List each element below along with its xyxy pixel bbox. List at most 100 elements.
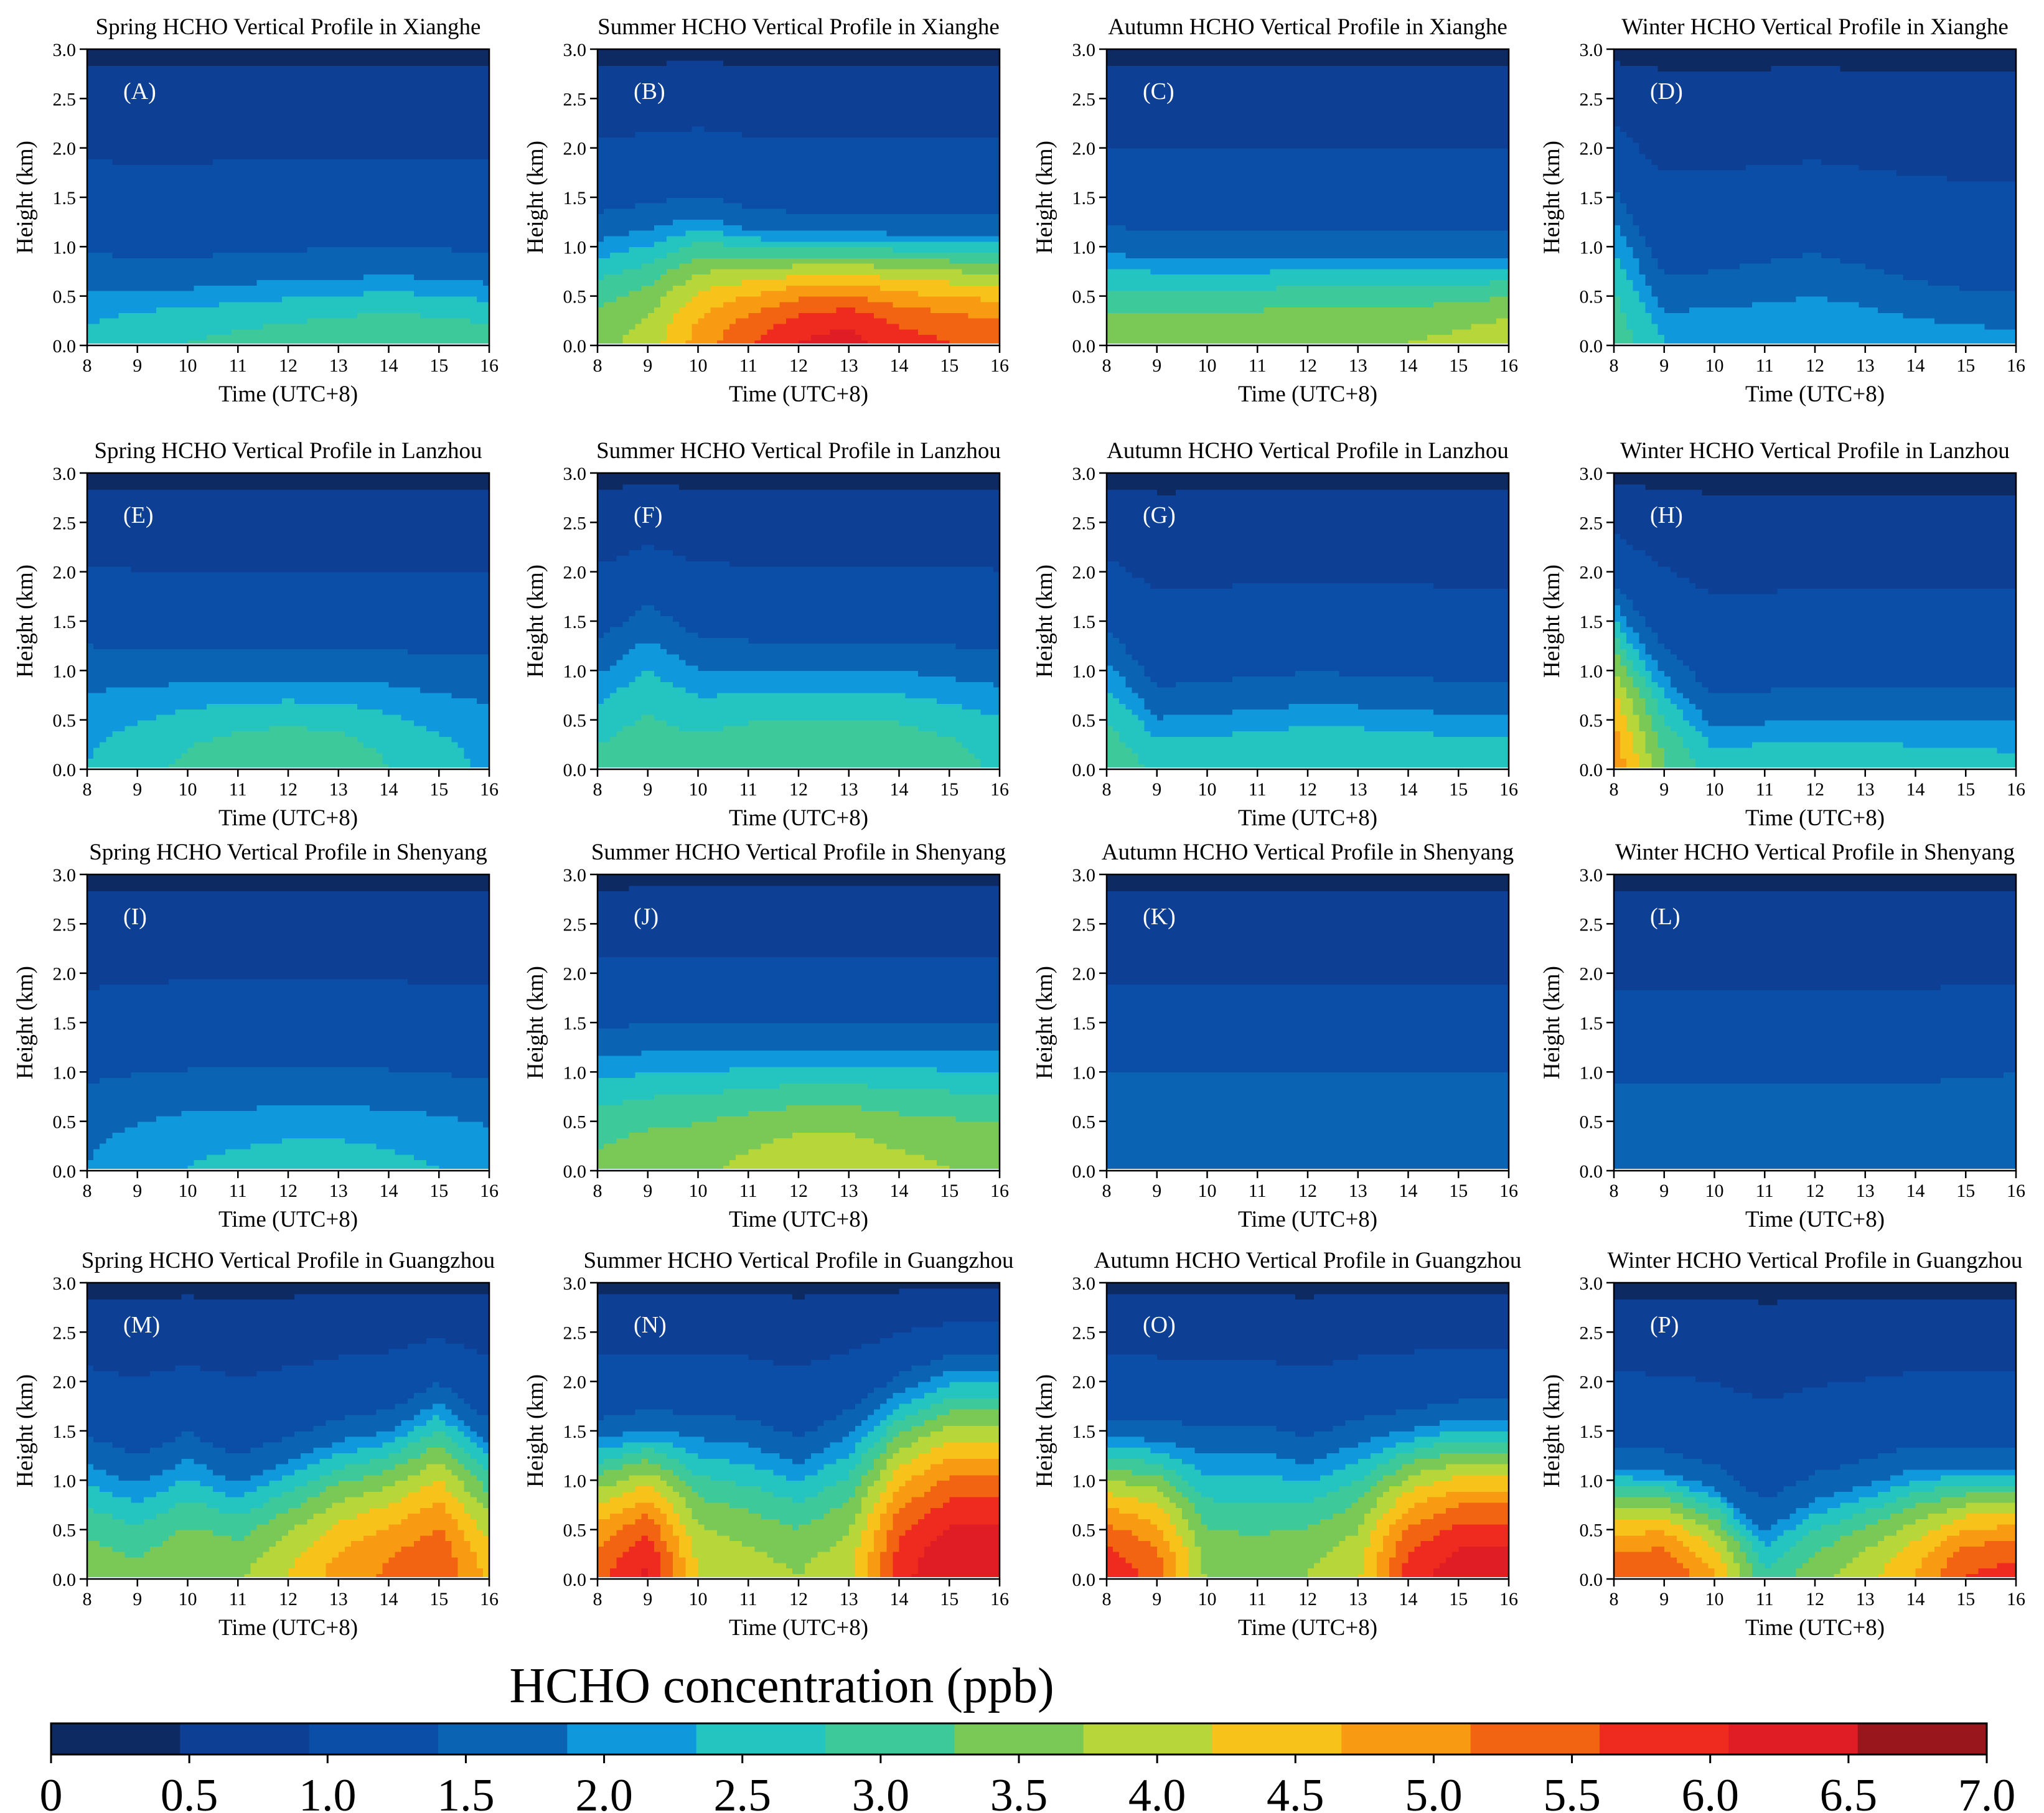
x-tick-label: 11 xyxy=(1756,355,1774,376)
x-tick-label: 13 xyxy=(1349,1589,1367,1609)
colorbar-swatch xyxy=(825,1723,955,1754)
x-tick-label: 8 xyxy=(1610,779,1619,800)
x-tick-label: 9 xyxy=(133,779,142,800)
y-tick-label: 2.0 xyxy=(1072,563,1096,583)
panel-title: Spring HCHO Vertical Profile in Xianghe xyxy=(96,14,481,40)
y-tick-label: 1.0 xyxy=(1580,661,1603,682)
x-tick-label: 10 xyxy=(1198,779,1217,800)
colorbar-swatch xyxy=(696,1723,826,1754)
x-tick-label: 11 xyxy=(1249,1589,1267,1609)
y-tick-label: 2.5 xyxy=(1072,89,1096,110)
y-tick-label: 0.0 xyxy=(1072,760,1096,780)
x-tick-label: 10 xyxy=(1198,1181,1217,1201)
x-tick-label: 11 xyxy=(229,1181,247,1201)
x-tick-label: 10 xyxy=(1198,355,1217,376)
y-tick-label: 0.0 xyxy=(563,1570,587,1590)
x-tick-label: 9 xyxy=(1659,1181,1669,1201)
x-tick-label: 8 xyxy=(83,1589,92,1609)
x-tick-label: 11 xyxy=(1756,1181,1774,1201)
y-tick-label: 3.0 xyxy=(1072,865,1096,886)
y-tick-label: 0.5 xyxy=(1580,1520,1603,1541)
x-tick-label: 16 xyxy=(480,779,499,800)
x-tick-label: 13 xyxy=(1856,355,1875,376)
y-tick-label: 1.5 xyxy=(563,1422,587,1442)
heatmap-field xyxy=(87,874,490,1171)
x-tick-label: 9 xyxy=(1152,779,1161,800)
x-tick-label: 12 xyxy=(789,1589,808,1609)
panel-label: (P) xyxy=(1650,1312,1679,1338)
y-axis-label: Height (km) xyxy=(12,966,38,1079)
figure-canvas: Spring HCHO Vertical Profile in Xianghe (… xyxy=(0,0,2044,1813)
x-tick-label: 10 xyxy=(1198,1589,1217,1609)
x-tick-label: 9 xyxy=(1152,355,1161,376)
colorbar-tick-label: 3.0 xyxy=(852,1770,910,1813)
x-tick-label: 16 xyxy=(1499,1181,1518,1201)
x-tick-label: 8 xyxy=(1102,1589,1112,1609)
x-tick-label: 14 xyxy=(1906,355,1925,376)
x-tick-label: 9 xyxy=(1659,1589,1669,1609)
panel-label: (J) xyxy=(634,904,659,930)
y-tick-label: 2.0 xyxy=(563,1372,587,1393)
panel-label: (F) xyxy=(634,502,662,528)
y-axis-label: Height (km) xyxy=(12,1374,38,1487)
x-tick-label: 14 xyxy=(1906,1589,1925,1609)
y-tick-label: 2.0 xyxy=(1580,964,1603,985)
x-tick-label: 9 xyxy=(1152,1589,1161,1609)
panel-label: (K) xyxy=(1143,904,1176,930)
panel-title: Autumn HCHO Vertical Profile in Xianghe xyxy=(1108,14,1507,40)
y-tick-label: 1.5 xyxy=(53,188,77,208)
y-tick-label: 3.0 xyxy=(1580,464,1603,484)
y-tick-label: 3.0 xyxy=(53,1273,77,1294)
colorbar-swatch xyxy=(1084,1723,1213,1754)
panel-title: Autumn HCHO Vertical Profile in Guangzho… xyxy=(1094,1248,1522,1273)
x-tick-label: 15 xyxy=(1956,1181,1975,1201)
x-axis-label: Time (UTC+8) xyxy=(1238,805,1377,831)
x-tick-label: 8 xyxy=(1610,355,1619,376)
y-tick-label: 3.0 xyxy=(53,865,77,886)
x-tick-label: 12 xyxy=(279,1589,298,1609)
x-tick-label: 10 xyxy=(179,779,197,800)
y-tick-label: 0.0 xyxy=(53,1570,77,1590)
x-tick-label: 14 xyxy=(1399,355,1418,376)
y-tick-label: 1.5 xyxy=(1072,612,1096,632)
colorbar-tick-label: 7.0 xyxy=(1958,1770,2016,1813)
x-tick-label: 9 xyxy=(1659,355,1669,376)
x-tick-label: 12 xyxy=(279,779,298,800)
y-tick-label: 3.0 xyxy=(1072,40,1096,60)
y-axis-label: Height (km) xyxy=(523,1374,548,1487)
panel-label: (E) xyxy=(123,502,154,528)
y-tick-label: 3.0 xyxy=(563,464,587,484)
y-tick-label: 2.0 xyxy=(1580,563,1603,583)
x-tick-label: 14 xyxy=(1399,1181,1418,1201)
x-tick-label: 12 xyxy=(1298,779,1317,800)
y-tick-label: 2.5 xyxy=(1580,513,1603,533)
colorbar-tick-label: 5.0 xyxy=(1405,1770,1463,1813)
x-tick-label: 13 xyxy=(840,1589,858,1609)
y-tick-label: 0.5 xyxy=(1072,287,1096,307)
y-tick-label: 0.5 xyxy=(563,711,587,731)
x-tick-label: 10 xyxy=(689,1589,708,1609)
colorbar-swatch xyxy=(567,1723,696,1754)
x-tick-label: 9 xyxy=(643,779,652,800)
colorbar-tick-label: 3.5 xyxy=(990,1770,1048,1813)
x-tick-label: 8 xyxy=(593,1589,602,1609)
y-tick-label: 1.0 xyxy=(1072,661,1096,682)
y-axis-label: Height (km) xyxy=(523,565,548,678)
x-tick-label: 14 xyxy=(380,1181,398,1201)
x-tick-label: 12 xyxy=(1806,355,1824,376)
x-tick-label: 11 xyxy=(1756,779,1774,800)
x-tick-label: 15 xyxy=(429,355,448,376)
y-tick-label: 2.5 xyxy=(1580,89,1603,110)
y-axis-label: Height (km) xyxy=(1032,966,1057,1079)
x-tick-label: 16 xyxy=(1499,1589,1518,1609)
x-tick-label: 8 xyxy=(593,1181,602,1201)
y-tick-label: 2.5 xyxy=(53,914,77,935)
x-axis-label: Time (UTC+8) xyxy=(1745,382,1885,407)
y-tick-label: 1.5 xyxy=(1072,1013,1096,1034)
y-tick-label: 3.0 xyxy=(53,464,77,484)
y-tick-label: 2.0 xyxy=(1580,139,1603,159)
colorbar-tick-label: 0 xyxy=(40,1770,63,1813)
y-tick-label: 1.5 xyxy=(563,1013,587,1034)
panel-label: (H) xyxy=(1650,502,1683,528)
x-tick-label: 14 xyxy=(890,355,909,376)
